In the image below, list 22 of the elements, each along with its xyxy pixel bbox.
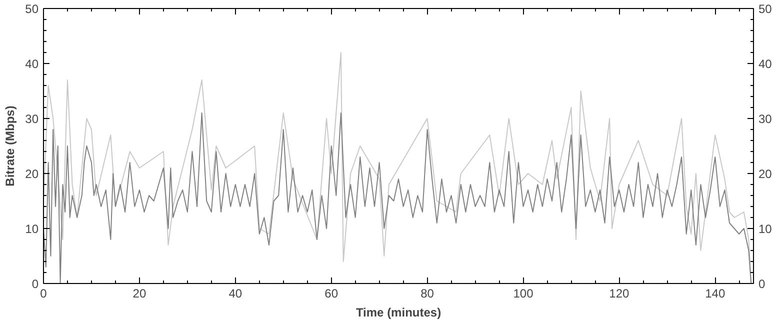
y2-tick-label: 20: [758, 167, 772, 181]
x-tick-label: 120: [609, 286, 630, 300]
x-axis-title: Time (minutes): [356, 306, 442, 320]
y-tick-label: 20: [25, 167, 39, 181]
y2-tick-label: 30: [758, 112, 772, 126]
x-tick-label: 80: [420, 286, 434, 300]
y2-tick-label: 0: [758, 277, 766, 291]
y-axis-title: Bitrate (Mbps): [3, 106, 18, 186]
x-tick-label: 0: [40, 286, 48, 300]
y-tick-label: 0: [32, 277, 39, 291]
y-tick-label: 30: [25, 112, 39, 126]
y-tick-label: 10: [25, 222, 39, 236]
x-tick-label: 60: [324, 286, 338, 300]
x-tick-label: 140: [705, 286, 726, 300]
y-tick-label: 50: [25, 2, 39, 16]
x-tick-label: 20: [132, 286, 146, 300]
y-tick-label: 40: [25, 57, 39, 71]
x-tick-label: 40: [228, 286, 242, 300]
y2-tick-label: 40: [758, 57, 772, 71]
x-tick-label: 100: [513, 286, 534, 300]
y2-tick-label: 50: [758, 2, 772, 16]
y2-tick-label: 10: [758, 222, 772, 236]
